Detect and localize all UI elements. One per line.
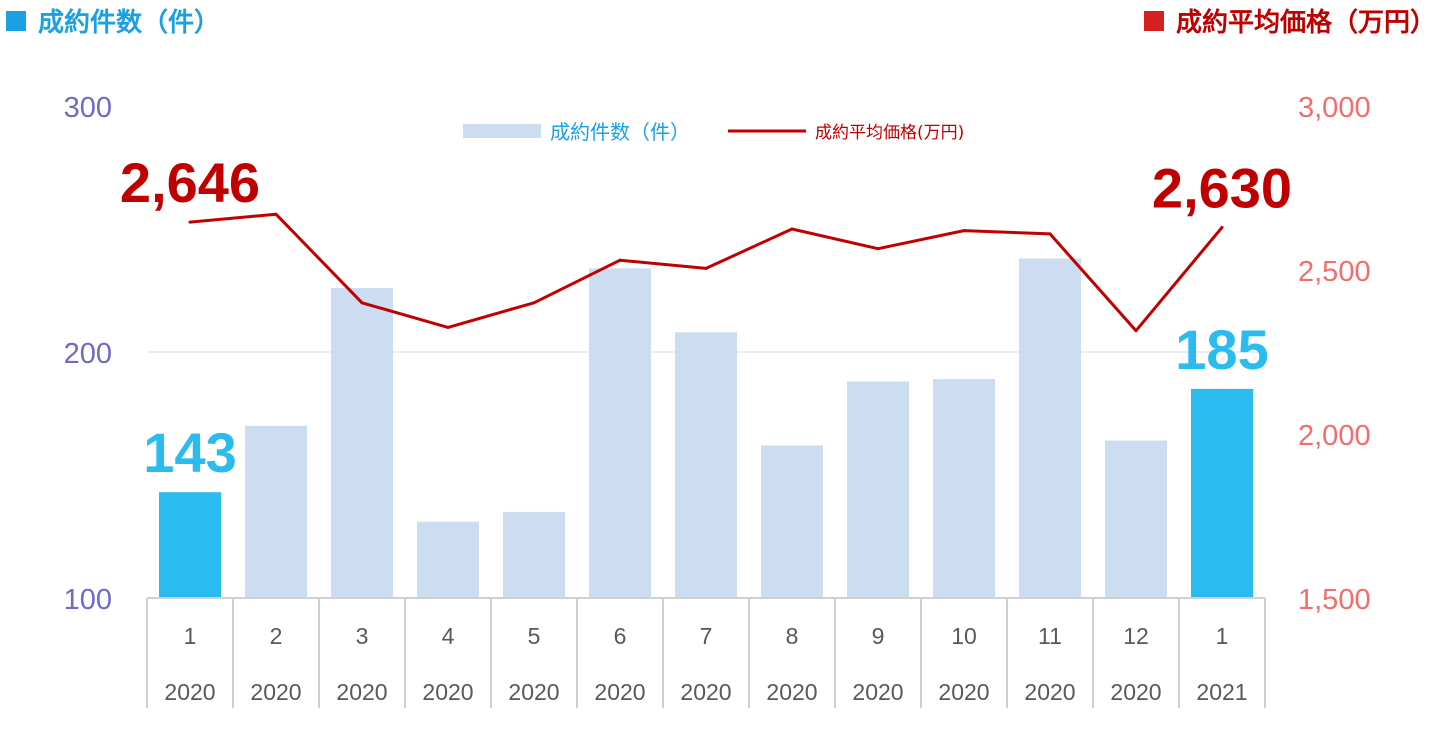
x-tick-label-month: 9 xyxy=(872,623,885,649)
bar xyxy=(847,381,909,598)
y-right-tick-label: 1,500 xyxy=(1298,584,1371,616)
bar xyxy=(933,379,995,598)
line-point xyxy=(790,227,794,231)
x-tick-label-year: 2020 xyxy=(938,679,989,705)
x-tick-label-year: 2020 xyxy=(766,679,817,705)
bar xyxy=(159,492,221,598)
bar xyxy=(589,268,651,598)
line-data-label: 2,646 xyxy=(120,151,260,214)
bar xyxy=(1019,258,1081,598)
left-axis-header: 成約件数（件） xyxy=(6,2,220,39)
x-tick-label-month: 2 xyxy=(270,623,283,649)
x-tick-label-month: 11 xyxy=(1038,623,1062,649)
x-tick-label-year: 2020 xyxy=(594,679,645,705)
bar xyxy=(761,445,823,598)
x-tick-label-month: 5 xyxy=(528,623,541,649)
y-right-tick-label: 2,500 xyxy=(1298,256,1371,288)
left-axis-header-label: 成約件数（件） xyxy=(38,8,221,38)
bar xyxy=(1105,440,1167,598)
line-point xyxy=(962,229,966,233)
line-point xyxy=(446,325,450,329)
line-point xyxy=(876,247,880,251)
x-tick-label-year: 2020 xyxy=(680,679,731,705)
line-point xyxy=(1048,232,1052,236)
line-point xyxy=(274,212,278,216)
line-point xyxy=(704,266,708,270)
y-right-tick-label: 3,000 xyxy=(1298,92,1371,124)
bar xyxy=(331,288,393,598)
x-tick-label-year: 2020 xyxy=(1024,679,1075,705)
x-tick-label-year: 2020 xyxy=(508,679,559,705)
x-tick-label-month: 12 xyxy=(1123,623,1149,649)
x-tick-label-month: 8 xyxy=(786,623,799,649)
x-tick-label-month: 1 xyxy=(184,623,197,649)
x-tick-label-month: 10 xyxy=(951,623,977,649)
line-point xyxy=(360,301,364,305)
bar xyxy=(503,511,565,598)
y-left-tick-label: 200 xyxy=(64,338,112,370)
legend-bar-swatch xyxy=(463,124,541,138)
bar-data-label: 143 xyxy=(143,421,236,484)
y-left-tick-label: 300 xyxy=(64,92,112,124)
x-tick-label-year: 2020 xyxy=(250,679,301,705)
x-tick-label-year: 2020 xyxy=(1110,679,1161,705)
right-axis-header: 成約平均価格（万円） xyxy=(1143,2,1436,39)
x-tick-label-year: 2021 xyxy=(1196,679,1247,705)
line-point xyxy=(1220,225,1224,229)
line-data-label: 2,630 xyxy=(1152,156,1292,219)
x-tick-label-year: 2020 xyxy=(422,679,473,705)
x-tick-label-year: 2020 xyxy=(164,679,215,705)
x-tick-label-month: 3 xyxy=(356,623,369,649)
y-left-tick-label: 100 xyxy=(64,584,112,616)
x-tick-label-year: 2020 xyxy=(852,679,903,705)
line-point xyxy=(1134,329,1138,333)
legend-bar-label: 成約件数（件） xyxy=(550,120,690,144)
line-series-square-icon xyxy=(1143,10,1164,31)
x-tick-label-month: 1 xyxy=(1216,623,1229,649)
y-right-tick-label: 2,000 xyxy=(1298,420,1371,452)
bar xyxy=(675,332,737,598)
line-point xyxy=(188,220,192,224)
legend-line-label: 成約平均価格(万円) xyxy=(815,123,964,143)
line-point xyxy=(618,258,622,262)
x-tick-label-month: 6 xyxy=(614,623,627,649)
bar xyxy=(245,425,307,598)
line-point xyxy=(532,301,536,305)
bar xyxy=(1191,388,1253,598)
bar xyxy=(417,521,479,598)
bar-data-label: 185 xyxy=(1175,318,1268,381)
right-axis-header-label: 成約平均価格（万円） xyxy=(1175,8,1436,38)
x-tick-label-month: 4 xyxy=(442,623,455,649)
x-tick-label-month: 7 xyxy=(700,623,713,649)
x-tick-label-year: 2020 xyxy=(336,679,387,705)
bar-series-square-icon xyxy=(6,10,26,31)
